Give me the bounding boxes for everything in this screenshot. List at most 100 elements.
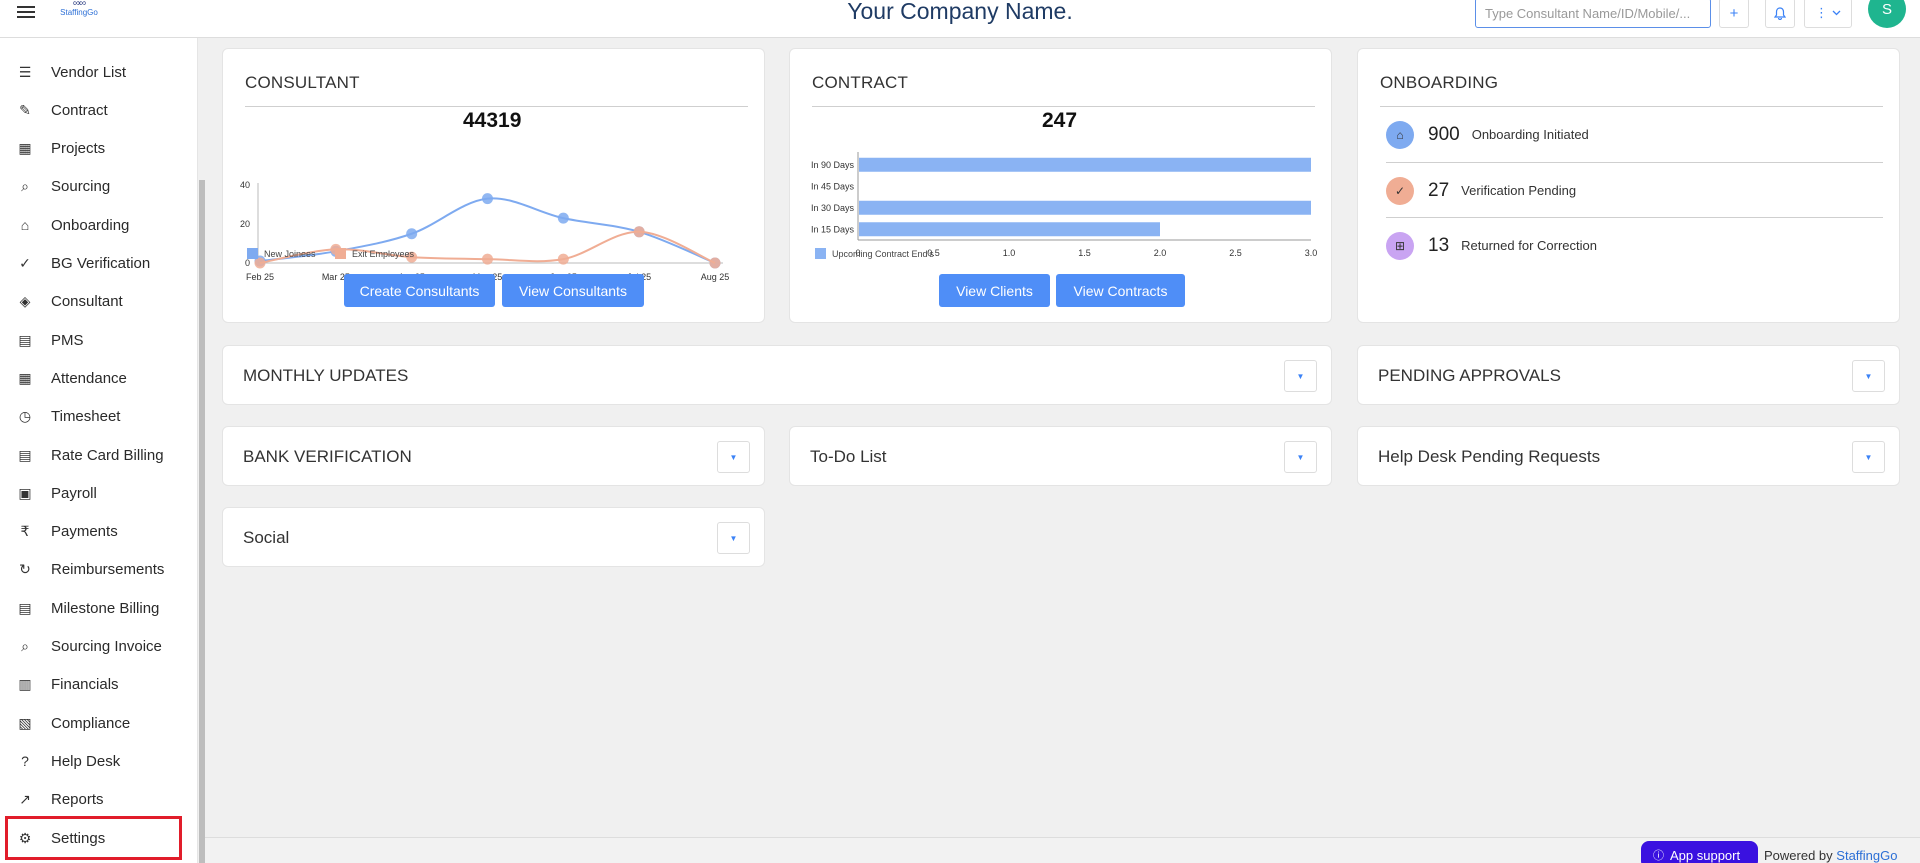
sidebar-item-label: Sourcing xyxy=(51,178,111,196)
returned-for-correction-row[interactable]: ⊞ 13 Returned for Correction xyxy=(1386,218,1883,273)
x-tick-label: 1.0 xyxy=(1003,248,1016,258)
legend-label: Exit Employees xyxy=(352,248,415,259)
sidebar-item-sourcing[interactable]: ⌕ Sourcing xyxy=(10,170,180,204)
social-panel[interactable]: Social ▼ xyxy=(222,507,765,567)
sidebar-item-sourcing-invoice[interactable]: ⌕ Sourcing Invoice xyxy=(10,630,180,664)
bank-verification-panel[interactable]: BANK VERIFICATION ▼ xyxy=(222,426,765,486)
sidebar-item-label: Onboarding xyxy=(51,216,130,234)
data-point xyxy=(482,253,493,265)
sidebar-item-rate-card-billing[interactable]: ▤ Rate Card Billing xyxy=(10,438,180,472)
brand-link[interactable]: StaffingGo xyxy=(1836,848,1898,863)
panel-title: BANK VERIFICATION xyxy=(243,447,412,466)
sidebar-item-label: Payroll xyxy=(51,484,97,502)
sidebar-item-label: Vendor List xyxy=(51,63,127,81)
y-tick-label: In 15 Days xyxy=(811,224,855,234)
more-options-button[interactable]: ⋮ xyxy=(1804,0,1852,28)
notifications-button[interactable] xyxy=(1765,0,1795,28)
legend-swatch xyxy=(815,248,826,259)
payroll-icon: ▣ xyxy=(18,484,32,501)
sidebar-item-help-desk[interactable]: ? Help Desk xyxy=(10,744,180,778)
verification-pending-row[interactable]: ✓ 27 Verification Pending xyxy=(1386,163,1883,218)
returned-for-correction-count: 13 xyxy=(1428,234,1450,256)
todo-list-panel[interactable]: To-Do List ▼ xyxy=(789,426,1332,486)
expand-dropdown-button[interactable]: ▼ xyxy=(1284,360,1317,392)
sidebar-item-timesheet[interactable]: ◷ Timesheet xyxy=(10,400,180,434)
sidebar-item-reports[interactable]: ↗ Reports xyxy=(10,783,180,817)
onboarding-initiated-row[interactable]: ⌂ 900 Onboarding Initiated xyxy=(1386,107,1883,162)
data-point xyxy=(254,257,266,269)
x-tick-label: 2.5 xyxy=(1229,248,1242,258)
sidebar-item-payroll[interactable]: ▣ Payroll xyxy=(10,476,180,510)
view-contracts-button[interactable]: View Contracts xyxy=(1056,274,1185,307)
pending-approvals-panel[interactable]: PENDING APPROVALS ▼ xyxy=(1357,345,1900,405)
sidebar-item-vendor-list[interactable]: ☰ Vendor List xyxy=(10,55,180,89)
sidebar-item-attendance[interactable]: ▦ Attendance xyxy=(10,361,180,395)
plus-icon: + xyxy=(1729,4,1739,22)
legend-upcoming-contract-ends: Upcoming Contract End's xyxy=(815,248,934,259)
sidebar-item-financials[interactable]: ▥ Financials xyxy=(10,668,180,702)
logo-text: StaffingGo xyxy=(60,8,98,17)
verification-pending-count: 27 xyxy=(1428,179,1450,201)
card-title: ONBOARDING xyxy=(1380,73,1499,92)
caret-down-icon: ▼ xyxy=(1864,452,1873,462)
series-line-new-joinees xyxy=(259,197,716,264)
pms-icon: ▤ xyxy=(18,331,32,348)
sidebar-item-label: BG Verification xyxy=(51,255,151,272)
sidebar-item-projects[interactable]: ▦ Projects xyxy=(10,132,180,166)
caret-down-icon: ▼ xyxy=(729,533,738,543)
card-title: CONSULTANT xyxy=(245,73,360,92)
top-bar: ∞∞ StaffingGo Your Company Name. + ⋮ S xyxy=(0,0,1920,38)
footer xyxy=(205,837,1920,863)
sidebar-item-reimbursements[interactable]: ↻ Reimbursements xyxy=(10,553,180,587)
gear-icon: ⚙ xyxy=(18,829,32,846)
monthly-updates-panel[interactable]: MONTHLY UPDATES ▼ xyxy=(222,345,1332,405)
panel-title: MONTHLY UPDATES xyxy=(243,366,409,385)
compliance-icon: ▧ xyxy=(18,714,32,731)
sidebar-item-compliance[interactable]: ▧ Compliance xyxy=(10,706,180,740)
expand-dropdown-button[interactable]: ▼ xyxy=(717,441,750,473)
help-desk-pending-panel[interactable]: Help Desk Pending Requests ▼ xyxy=(1357,426,1900,486)
sidebar-item-label: Rate Card Billing xyxy=(51,446,164,464)
reports-icon: ↗ xyxy=(19,791,31,808)
expand-dropdown-button[interactable]: ▼ xyxy=(1852,360,1885,392)
app-support-label: App support xyxy=(1670,847,1741,863)
avatar[interactable]: S xyxy=(1868,0,1906,28)
y-tick-label: 0 xyxy=(245,258,250,268)
data-point xyxy=(406,228,418,240)
app-support-button[interactable]: ⓘ App support xyxy=(1641,841,1758,863)
create-consultants-button[interactable]: Create Consultants xyxy=(344,274,495,307)
sidebar-item-payments[interactable]: ₹ Payments xyxy=(10,515,180,549)
chart-icon: ▥ xyxy=(18,676,32,693)
view-clients-button[interactable]: View Clients xyxy=(939,274,1050,307)
contract-icon: ✎ xyxy=(19,101,31,118)
sidebar-item-consultant[interactable]: ◈ Consultant xyxy=(10,285,180,319)
sidebar-item-contract[interactable]: ✎ Contract xyxy=(10,93,180,127)
document-return-icon: ⊞ xyxy=(1386,231,1414,260)
expand-dropdown-button[interactable]: ▼ xyxy=(717,522,750,554)
logo[interactable]: ∞∞ StaffingGo xyxy=(52,0,106,22)
add-button[interactable]: + xyxy=(1719,0,1749,28)
sidebar-item-bg-verification[interactable]: ✓ BG Verification xyxy=(10,247,180,281)
data-point xyxy=(709,257,721,269)
user-check-icon: ✓ xyxy=(1386,176,1414,205)
sidebar-item-onboarding[interactable]: ⌂ Onboarding xyxy=(10,208,180,242)
legend-label: Upcoming Contract End's xyxy=(832,248,934,259)
hamburger-menu-icon[interactable] xyxy=(17,3,35,21)
divider xyxy=(1386,217,1883,218)
divider xyxy=(812,106,1315,107)
sidebar-item-settings[interactable]: ⚙ Settings xyxy=(5,816,182,860)
expand-dropdown-button[interactable]: ▼ xyxy=(1852,441,1885,473)
sidebar-item-milestone-billing[interactable]: ▤ Milestone Billing xyxy=(10,591,180,625)
contract-total: 247 xyxy=(1042,109,1078,132)
sidebar-item-pms[interactable]: ▤ PMS xyxy=(10,323,180,357)
x-tick-label: 2.0 xyxy=(1154,248,1167,258)
view-consultants-button[interactable]: View Consultants xyxy=(502,274,644,307)
sidebar-scrollbar[interactable] xyxy=(199,180,205,863)
sidebar-item-label: PMS xyxy=(51,331,84,349)
search-input[interactable] xyxy=(1475,0,1711,28)
milestone-icon: ▤ xyxy=(18,599,32,616)
expand-dropdown-button[interactable]: ▼ xyxy=(1284,441,1317,473)
x-tick-label: Mar 25 xyxy=(322,272,350,282)
legend-exit-employees: Exit Employees xyxy=(335,248,414,259)
